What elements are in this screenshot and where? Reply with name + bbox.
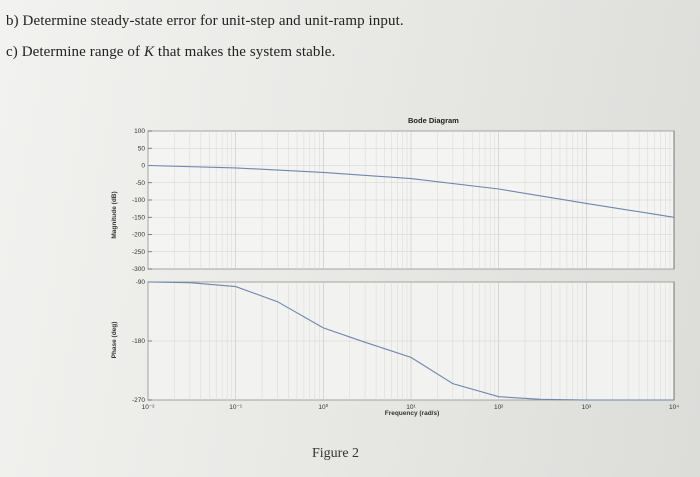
phase-y-tick-label: -180 xyxy=(132,338,145,345)
x-tick-labels: 10⁻² 10⁻¹ 10⁰ 10¹ 10² 10³ 10⁴ xyxy=(142,403,680,411)
question-c: c) Determine range of K that makes the s… xyxy=(6,44,335,61)
x-tick-label: 10² xyxy=(494,404,504,411)
phase-grid xyxy=(147,281,674,401)
magnitude-panel: 100 50 0 -50 -100 -150 -200 -250 -300 Magnitude … xyxy=(111,128,675,273)
magnitude-y-ticks: 100 50 0 -50 -100 -150 -200 -250 -300 xyxy=(132,128,152,273)
question-b: b) Determine steady-state error for unit… xyxy=(6,13,404,29)
chart-title: Bode Diagram xyxy=(408,116,459,125)
magnitude-series-line xyxy=(147,164,675,218)
x-tick-label: 10¹ xyxy=(406,404,416,411)
phase-y-tick-label: -90 xyxy=(136,279,146,286)
figure-caption: Figure 2 xyxy=(312,446,360,461)
magnitude-y-tick-label: 0 xyxy=(141,163,145,170)
magnitude-y-tick-label: -300 xyxy=(132,266,145,273)
phase-panel: -90 -180 -270 Phase (deg) xyxy=(111,279,675,404)
magnitude-y-tick-label: -50 xyxy=(136,180,146,187)
magnitude-y-tick-label: -150 xyxy=(132,214,145,221)
x-tick-label: 10⁻¹ xyxy=(229,404,243,411)
magnitude-y-tick-label: -200 xyxy=(132,232,145,239)
magnitude-y-tick-label: 100 xyxy=(134,128,145,135)
phase-y-tick-label: -270 xyxy=(132,397,145,404)
magnitude-y-tick-label: -250 xyxy=(132,249,145,256)
question-c-variable: K xyxy=(143,44,155,60)
magnitude-grid xyxy=(147,130,674,270)
phase-series-line xyxy=(147,281,674,401)
x-tick-label: 10³ xyxy=(582,404,592,411)
x-tick-label: 10⁰ xyxy=(318,403,328,411)
magnitude-y-tick-label: -100 xyxy=(132,197,145,204)
x-tick-label: 10⁻² xyxy=(142,404,156,411)
magnitude-y-axis-label: Magnitude (dB) xyxy=(111,191,118,238)
magnitude-y-tick-label: 50 xyxy=(138,145,146,152)
phase-y-axis-label: Phase (deg) xyxy=(111,322,118,359)
question-c-suffix: that makes the system stable. xyxy=(154,44,336,60)
x-tick-label: 10⁴ xyxy=(669,404,679,411)
x-axis-label: Frequency (rad/s) xyxy=(385,410,440,417)
question-c-prefix: c) Determine range of xyxy=(6,44,144,60)
